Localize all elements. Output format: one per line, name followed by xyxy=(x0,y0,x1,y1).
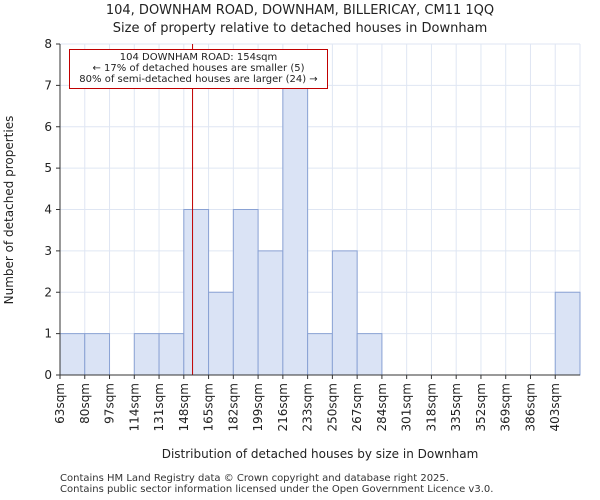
y-tick-label: 4 xyxy=(44,203,52,217)
histogram-bar-216sqm xyxy=(282,84,309,376)
x-tick-label: 148sqm xyxy=(177,383,191,431)
histogram-bar-182sqm xyxy=(232,209,259,376)
y-tick-label: 7 xyxy=(44,78,52,92)
x-tick-label: 131sqm xyxy=(152,383,166,431)
histogram-bar-165sqm xyxy=(208,291,234,376)
x-tick-label: 165sqm xyxy=(202,383,216,431)
footer-licence: Contains public sector information licen… xyxy=(60,484,494,495)
x-tick-label: 352sqm xyxy=(474,383,488,431)
x-tick-label: 403sqm xyxy=(548,383,562,431)
x-tick-label: 114sqm xyxy=(127,383,141,431)
annotation-larger-stat: 80% of semi-detached houses are larger (… xyxy=(79,74,318,85)
x-tick-label: 97sqm xyxy=(103,383,117,424)
histogram-bar-199sqm xyxy=(257,250,284,376)
histogram-bar-233sqm xyxy=(307,333,333,376)
property-annotation-box: 104 DOWNHAM ROAD: 154sqm ← 17% of detach… xyxy=(69,49,328,89)
chart-title-address: 104, DOWNHAM ROAD, DOWNHAM, BILLERICAY, … xyxy=(105,3,495,18)
x-tick-label: 284sqm xyxy=(375,383,389,431)
histogram-bar-63sqm xyxy=(59,333,86,376)
x-tick-label: 301sqm xyxy=(400,383,414,431)
y-tick-label: 8 xyxy=(44,37,52,51)
x-tick-label: 182sqm xyxy=(226,383,240,431)
x-tick-label: 63sqm xyxy=(53,383,67,424)
histogram-bar-267sqm xyxy=(356,333,383,376)
x-tick-label: 250sqm xyxy=(325,383,339,431)
y-tick-label: 2 xyxy=(44,285,52,299)
y-tick-label: 5 xyxy=(44,161,52,175)
histogram-bar-148sqm xyxy=(183,209,210,376)
y-tick-label: 0 xyxy=(44,368,52,382)
annotation-property-label: 104 DOWNHAM ROAD: 154sqm xyxy=(119,52,278,63)
y-tick-label: 1 xyxy=(44,327,52,341)
x-tick-label: 267sqm xyxy=(350,383,364,431)
x-tick-label: 80sqm xyxy=(78,383,92,424)
histogram-bar-80sqm xyxy=(84,333,111,376)
histogram-bar-250sqm xyxy=(331,250,358,376)
footer-copyright: Contains HM Land Registry data © Crown c… xyxy=(60,473,449,484)
histogram-bar-114sqm xyxy=(133,333,160,376)
x-tick-label: 233sqm xyxy=(301,383,315,431)
x-tick-label: 369sqm xyxy=(499,383,513,431)
y-axis-label: Number of detached properties xyxy=(2,116,16,305)
x-tick-label: 386sqm xyxy=(523,383,537,431)
histogram-bar-131sqm xyxy=(158,333,185,376)
chart-title: Size of property relative to detached ho… xyxy=(112,21,488,36)
y-tick-label: 3 xyxy=(44,244,52,258)
histogram-bar-403sqm xyxy=(554,291,581,376)
annotation-smaller-stat: ← 17% of detached houses are smaller (5) xyxy=(92,63,305,74)
x-tick-label: 199sqm xyxy=(251,383,265,431)
x-tick-label: 335sqm xyxy=(449,383,463,431)
y-tick-label: 6 xyxy=(44,120,52,134)
x-axis-label: Distribution of detached houses by size … xyxy=(162,447,479,461)
x-tick-label: 216sqm xyxy=(276,383,290,431)
x-tick-label: 318sqm xyxy=(424,383,438,431)
